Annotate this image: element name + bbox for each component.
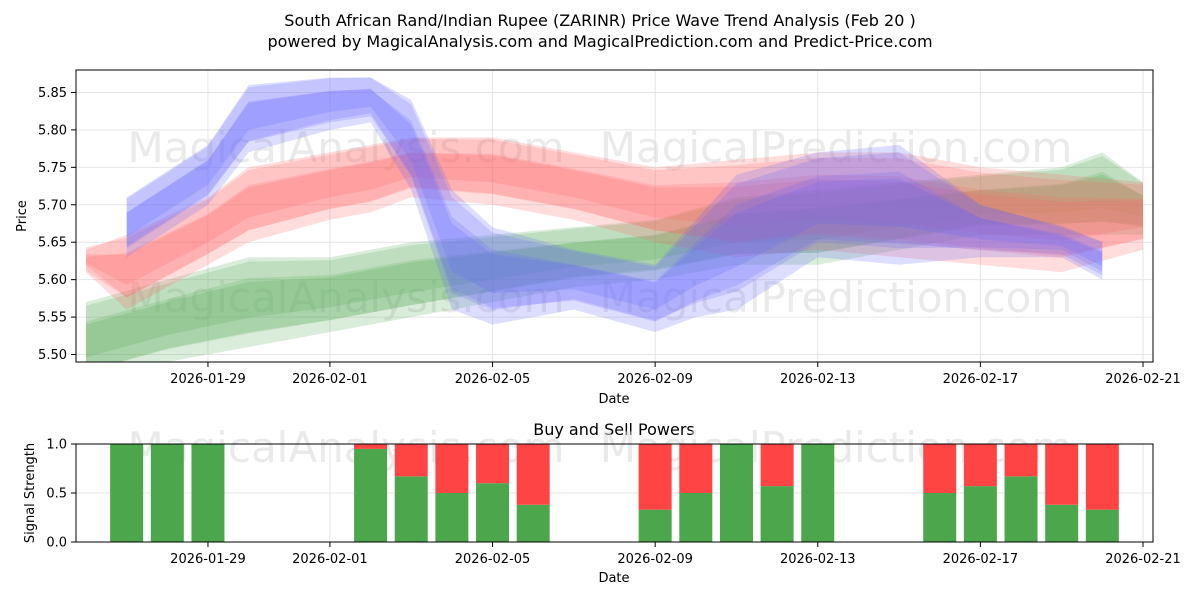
- red-wave-band-layer: [86, 152, 1143, 298]
- signal-y-tick-label: 0.0: [46, 536, 67, 551]
- signal-x-tick-label: 2026-02-21: [1105, 552, 1181, 567]
- watermark-prediction: MagicalPrediction.com: [600, 123, 1073, 172]
- signal-x-tick-label: 2026-02-13: [780, 552, 856, 567]
- price-y-tick-label: 5.85: [38, 86, 67, 101]
- chart-title: South African Rand/Indian Rupee (ZARINR)…: [284, 11, 915, 30]
- signal-x-axis: 2026-01-29 2026-02-01 2026-02-05 2026-02-09…: [170, 542, 1181, 567]
- signal-panel-title: Buy and Sell Powers: [533, 420, 695, 439]
- signal-x-tick-label: 2026-02-01: [292, 552, 368, 567]
- sell-bar: [476, 444, 510, 484]
- sell-bar: [435, 444, 469, 493]
- green-wave-band-layer: [86, 174, 1143, 358]
- sell-bar: [354, 444, 388, 449]
- blue-wave-band-layer: [126, 88, 1103, 310]
- sell-bar: [760, 444, 794, 487]
- buy-bar: [354, 448, 388, 542]
- price-y-tick-label: 5.65: [38, 236, 67, 251]
- signal-y-tick-label: 1.0: [46, 438, 67, 453]
- sell-bar: [923, 444, 957, 493]
- green-wave-band-layer: [86, 171, 1143, 362]
- signal-panel: Buy and Sell Powers MagicalAnalysis.com …: [23, 420, 1181, 586]
- watermark-analysis: MagicalAnalysis.com: [128, 123, 565, 172]
- buy-bar: [110, 444, 144, 542]
- signal-y-axis-label: Signal Strength: [23, 443, 38, 543]
- price-y-axis-label: Price: [15, 200, 30, 232]
- price-bands: [86, 77, 1143, 362]
- price-wave-panel: MagicalAnalysis.com MagicalPrediction.co…: [15, 69, 1181, 407]
- buy-bar: [435, 493, 469, 542]
- buy-bar: [1004, 476, 1038, 542]
- chart-subtitle: powered by MagicalAnalysis.com and Magic…: [267, 32, 932, 51]
- sell-bar: [1045, 444, 1079, 505]
- signal-x-axis-label: Date: [598, 571, 629, 586]
- price-y-axis: 5.50 5.55 5.60 5.65 5.70 5.75 5.80 5.85: [38, 86, 76, 363]
- price-y-tick-label: 5.70: [38, 198, 67, 213]
- price-x-tick-label: 2026-02-21: [1105, 372, 1181, 387]
- price-y-tick-label: 5.75: [38, 161, 67, 176]
- signal-x-tick-label: 2026-02-09: [617, 552, 693, 567]
- buy-bar: [476, 483, 510, 542]
- price-x-axis-label: Date: [598, 392, 629, 407]
- price-y-tick-label: 5.60: [38, 273, 67, 288]
- price-y-tick-label: 5.55: [38, 311, 67, 326]
- red-wave-band-layer: [86, 138, 1143, 298]
- buy-bar: [679, 493, 713, 542]
- sell-bar: [394, 444, 428, 477]
- buy-bar: [638, 509, 672, 542]
- red-wave-band-layer: [86, 153, 1143, 285]
- signal-bars: [110, 444, 1119, 542]
- sell-bar: [516, 444, 550, 505]
- buy-bar: [1045, 504, 1079, 542]
- sell-bar: [1085, 444, 1119, 510]
- blue-wave-band-layer: [126, 77, 1103, 321]
- buy-bar: [760, 486, 794, 542]
- buy-bar: [801, 444, 835, 542]
- buy-bar: [191, 444, 225, 542]
- price-x-tick-label: 2026-02-13: [780, 372, 856, 387]
- price-x-axis: 2026-01-29 2026-02-01 2026-02-05 2026-02-09…: [170, 362, 1181, 387]
- blue-wave-band-layer: [126, 77, 1103, 333]
- watermark-analysis-2: MagicalAnalysis.com: [128, 273, 565, 322]
- price-x-tick-label: 2026-02-09: [617, 372, 693, 387]
- price-plot-area: [76, 70, 1153, 362]
- signal-x-tick-label: 2026-01-29: [170, 552, 246, 567]
- price-watermarks: MagicalAnalysis.com MagicalPrediction.co…: [128, 123, 1073, 322]
- buy-bar: [719, 444, 753, 542]
- price-plot-frame: [75, 69, 1154, 363]
- buy-bar: [394, 476, 428, 542]
- buy-bar: [516, 504, 550, 542]
- blue-wave-band-layer: [126, 89, 1103, 322]
- sell-bar: [1004, 444, 1038, 477]
- signal-y-axis: 0.0 0.5 1.0: [46, 438, 76, 551]
- green-wave-band-layer: [86, 156, 1143, 362]
- sell-bar: [679, 444, 713, 493]
- price-x-tick-label: 2026-02-05: [455, 372, 531, 387]
- signal-x-tick-label: 2026-02-17: [943, 552, 1019, 567]
- buy-bar: [150, 444, 184, 542]
- price-y-tick-label: 5.80: [38, 123, 67, 138]
- buy-bar: [1085, 509, 1119, 542]
- signal-x-tick-label: 2026-02-05: [455, 552, 531, 567]
- sell-bar: [963, 444, 997, 487]
- green-wave-band-layer: [86, 152, 1143, 362]
- price-x-tick-label: 2026-02-17: [943, 372, 1019, 387]
- buy-bar: [963, 486, 997, 542]
- red-wave-band-layer: [86, 137, 1143, 310]
- price-grid: [76, 70, 1153, 362]
- price-x-tick-label: 2026-01-29: [170, 372, 246, 387]
- price-y-tick-label: 5.50: [38, 348, 67, 363]
- sell-bar: [638, 444, 672, 510]
- price-x-tick-label: 2026-02-01: [292, 372, 368, 387]
- buy-bar: [923, 493, 957, 542]
- signal-y-tick-label: 0.5: [46, 487, 67, 502]
- watermark-prediction-2: MagicalPrediction.com: [600, 273, 1073, 322]
